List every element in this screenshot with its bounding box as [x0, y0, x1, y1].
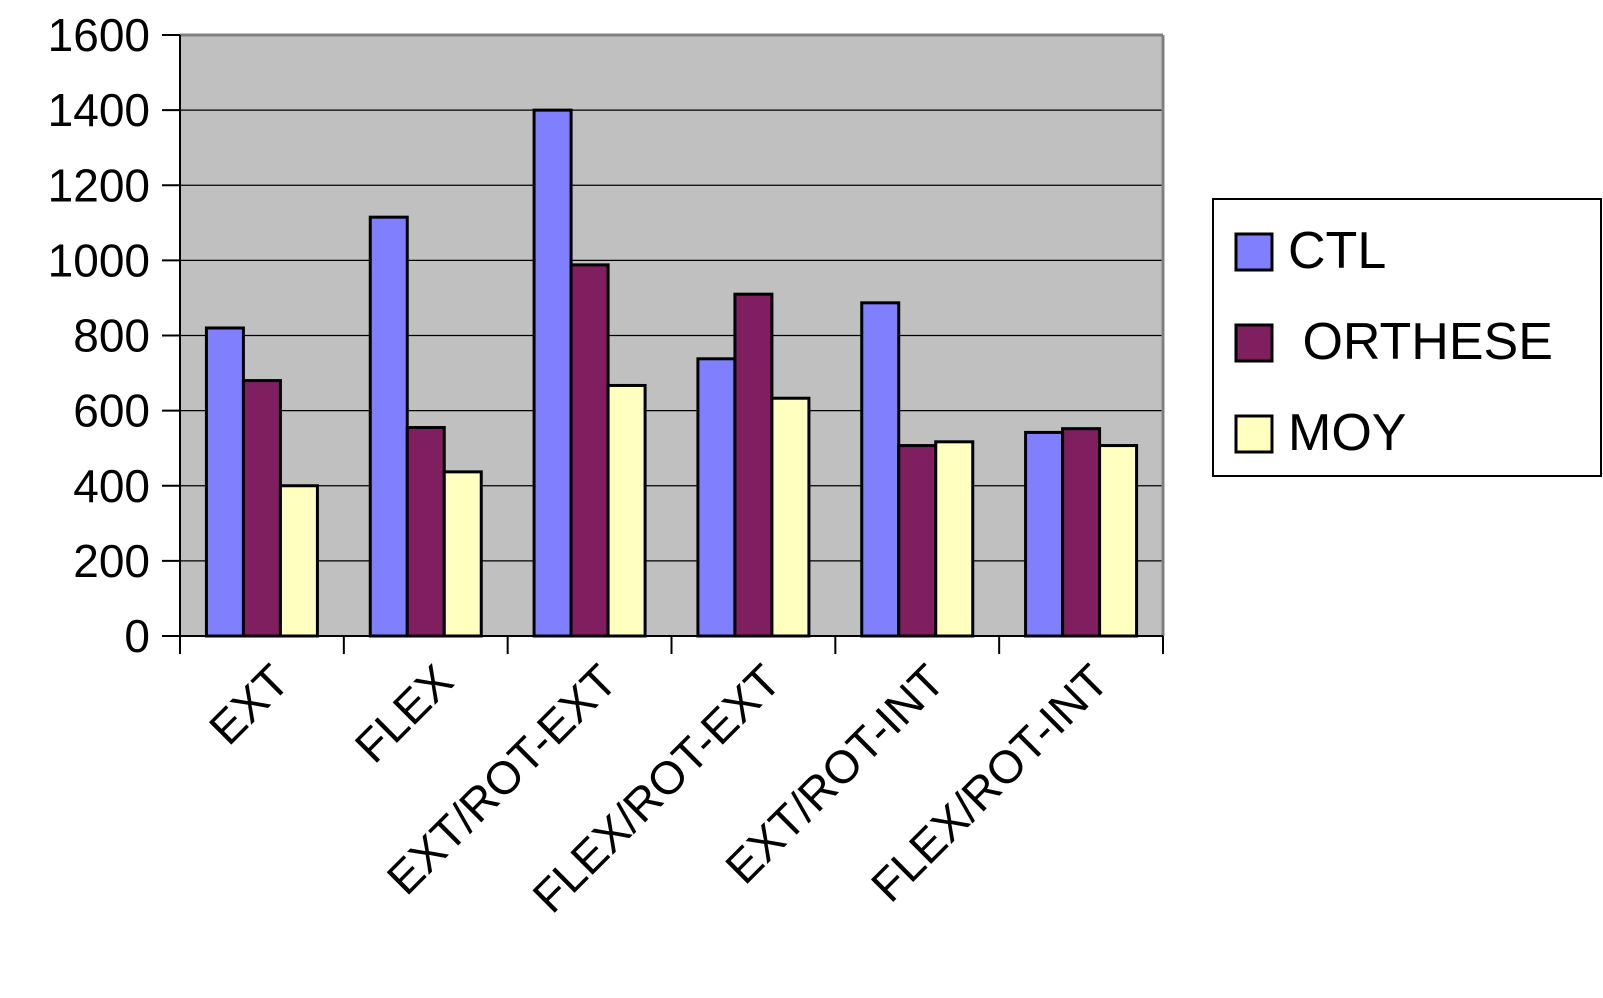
y-tick-label: 600: [73, 385, 150, 437]
legend-swatch: [1234, 323, 1274, 363]
bar-moy-0: [278, 484, 319, 638]
legend-box: [1212, 198, 1602, 477]
plot-area: [180, 33, 1165, 636]
y-axis: 0 200 400 600 800 1000 1200 1400 1600: [48, 9, 181, 662]
x-axis: EXT FLEXEXT/ROT-EXTFLEX/ROT-EXTEXT/ROT-IN…: [179, 635, 1164, 922]
bar-moy-1: [442, 470, 483, 638]
y-tick-label: 1200: [48, 159, 150, 211]
bar-ctl-0: [204, 326, 245, 638]
bars: [204, 108, 1139, 638]
legend-swatch: [1234, 414, 1274, 454]
y-tick-label: 1600: [48, 9, 150, 61]
bar-moy-3: [770, 396, 811, 638]
y-tick-label: 400: [73, 460, 150, 512]
x-tick-label: EXT: [199, 654, 299, 754]
y-tick-label: 0: [124, 610, 150, 662]
bar-moy-4: [934, 440, 975, 638]
bar-orthese-2: [569, 263, 610, 638]
bar-ctl-4: [860, 301, 901, 638]
legend-label: ORTHESE: [1288, 313, 1553, 371]
bar-ctl-3: [696, 357, 737, 638]
bar-orthese-1: [405, 426, 446, 638]
legend-label: MOY: [1288, 404, 1406, 462]
bar-moy-2: [606, 383, 647, 638]
y-tick-label: 1000: [48, 234, 150, 286]
bar-ctl-5: [1024, 430, 1065, 638]
y-tick-label: 800: [73, 310, 150, 362]
bar-ctl-2: [532, 108, 573, 638]
bar-orthese-4: [897, 444, 938, 638]
bar-moy-5: [1098, 444, 1139, 638]
legend-label: CTL: [1288, 222, 1386, 280]
y-tick-label: 1400: [48, 84, 150, 136]
x-tick-label: FLEX: [345, 654, 463, 772]
bar-orthese-3: [733, 292, 774, 638]
bar-ctl-1: [368, 215, 409, 638]
legend-swatch: [1234, 232, 1274, 272]
bar-orthese-0: [241, 379, 282, 638]
legend: CTL ORTHESE MOY: [1212, 198, 1602, 477]
bar-orthese-5: [1061, 427, 1102, 638]
y-tick-label: 200: [73, 535, 150, 587]
